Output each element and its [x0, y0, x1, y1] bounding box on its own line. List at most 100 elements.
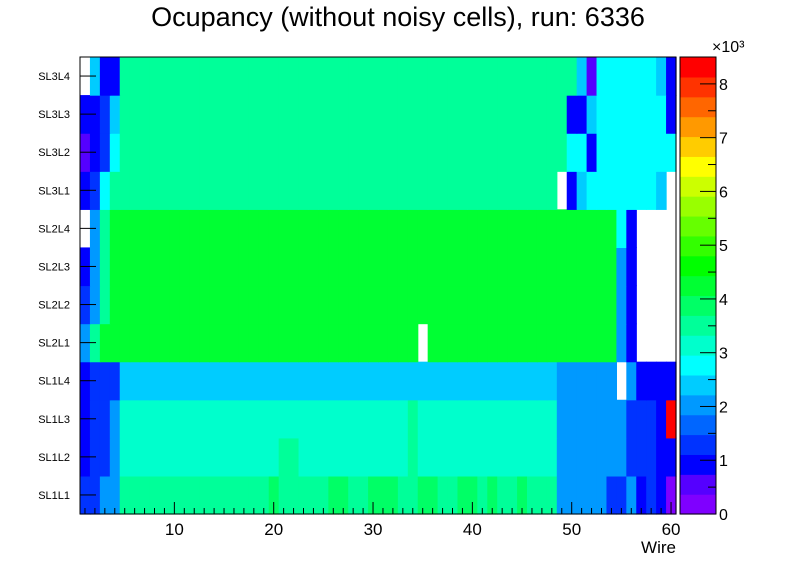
- heatmap-cell: [378, 57, 389, 96]
- heatmap-cell: [597, 133, 608, 172]
- heatmap-cell: [408, 247, 419, 286]
- heatmap-cell: [269, 438, 280, 477]
- heatmap-cell: [358, 324, 369, 363]
- heatmap-cell: [477, 247, 488, 286]
- heatmap-cell: [269, 400, 280, 439]
- heatmap-cell: [368, 400, 379, 439]
- color-scale-segment: [680, 136, 716, 156]
- color-scale: 0 1 2 3 4 5 6 7 8: [680, 57, 728, 524]
- heatmap-cell: [229, 400, 240, 439]
- heatmap-cell: [318, 324, 329, 363]
- heatmap-cell: [318, 438, 329, 477]
- heatmap-cell: [587, 286, 598, 325]
- heatmap-cell: [219, 400, 230, 439]
- heatmap-cell: [666, 57, 677, 96]
- heatmap-cell: [308, 133, 319, 172]
- heatmap-cell: [467, 247, 478, 286]
- heatmap-cell: [567, 209, 578, 248]
- heatmap-cell: [259, 95, 270, 134]
- heatmap-cell: [130, 171, 141, 210]
- heatmap-cell: [140, 209, 151, 248]
- heatmap-cell: [229, 362, 240, 401]
- heatmap-cell: [368, 247, 379, 286]
- heatmap-cell: [100, 286, 111, 325]
- heatmap-cell: [269, 57, 280, 96]
- heatmap-cell: [159, 286, 170, 325]
- heatmap-cell: [457, 324, 468, 363]
- heatmap-cell: [537, 57, 548, 96]
- heatmap-cell: [308, 438, 319, 477]
- heatmap-cell: [348, 95, 359, 134]
- heatmap-cell: [457, 438, 468, 477]
- heatmap-cell: [378, 209, 389, 248]
- heatmap-cell: [100, 247, 111, 286]
- heatmap-cell: [507, 362, 518, 401]
- heatmap-cell: [140, 247, 151, 286]
- heatmap-cell: [626, 57, 637, 96]
- heatmap-cell: [140, 171, 151, 210]
- heatmap-cell: [477, 400, 488, 439]
- heatmap-cell: [239, 209, 250, 248]
- heatmap-cell: [666, 133, 677, 172]
- heatmap-cell: [328, 286, 339, 325]
- heatmap-cell: [537, 400, 548, 439]
- heatmap-cell: [418, 171, 429, 210]
- heatmap-cell: [130, 438, 141, 477]
- heatmap-cell: [408, 438, 419, 477]
- heatmap-cell: [626, 400, 637, 439]
- heatmap-cell: [487, 362, 498, 401]
- heatmap-cell: [219, 438, 230, 477]
- heatmap-cell: [209, 362, 220, 401]
- heatmap-cell: [438, 171, 449, 210]
- heatmap-cell: [289, 247, 300, 286]
- heatmap-cell: [477, 95, 488, 134]
- heatmap-cell: [517, 400, 528, 439]
- heatmap-cell: [229, 95, 240, 134]
- heatmap-cell: [269, 324, 280, 363]
- heatmap-cell: [259, 209, 270, 248]
- heatmap-cell: [219, 286, 230, 325]
- heatmap-cell: [626, 209, 637, 248]
- heatmap-cell: [547, 400, 558, 439]
- heatmap-cell: [557, 438, 568, 477]
- heatmap-cell: [438, 438, 449, 477]
- heatmap-cell: [120, 324, 131, 363]
- heatmap-cell: [259, 171, 270, 210]
- heatmap-cell: [428, 95, 439, 134]
- color-scale-segment: [680, 355, 716, 375]
- heatmap-cell: [418, 95, 429, 134]
- heatmap-cell: [289, 133, 300, 172]
- heatmap-cell: [457, 400, 468, 439]
- heatmap-cell: [269, 133, 280, 172]
- heatmap-cell: [646, 171, 657, 210]
- heatmap-cell: [130, 247, 141, 286]
- heatmap-cell: [428, 324, 439, 363]
- heatmap-cell: [398, 362, 409, 401]
- heatmap-cell: [229, 286, 240, 325]
- heatmap-cell: [537, 362, 548, 401]
- heatmap-cell: [120, 133, 131, 172]
- heatmap-cell: [507, 324, 518, 363]
- heatmap-cell: [289, 95, 300, 134]
- heatmap-cells: [80, 57, 677, 515]
- heatmap-cell: [398, 286, 409, 325]
- heatmap-cell: [656, 171, 667, 210]
- heatmap-cell: [328, 171, 339, 210]
- heatmap-cell: [587, 400, 598, 439]
- heatmap-cell: [259, 362, 270, 401]
- heatmap-cell: [567, 57, 578, 96]
- heatmap-cell: [289, 400, 300, 439]
- heatmap-cell: [189, 324, 200, 363]
- x-tick-label: 60: [662, 520, 681, 539]
- heatmap-cell: [597, 171, 608, 210]
- heatmap-cell: [279, 362, 290, 401]
- heatmap-cell: [328, 400, 339, 439]
- heatmap-cell: [497, 438, 508, 477]
- heatmap-cell: [239, 324, 250, 363]
- heatmap-cell: [299, 209, 310, 248]
- heatmap-cell: [338, 171, 349, 210]
- heatmap-cell: [299, 286, 310, 325]
- heatmap-cell: [487, 133, 498, 172]
- heatmap-cell: [557, 400, 568, 439]
- heatmap-cell: [378, 324, 389, 363]
